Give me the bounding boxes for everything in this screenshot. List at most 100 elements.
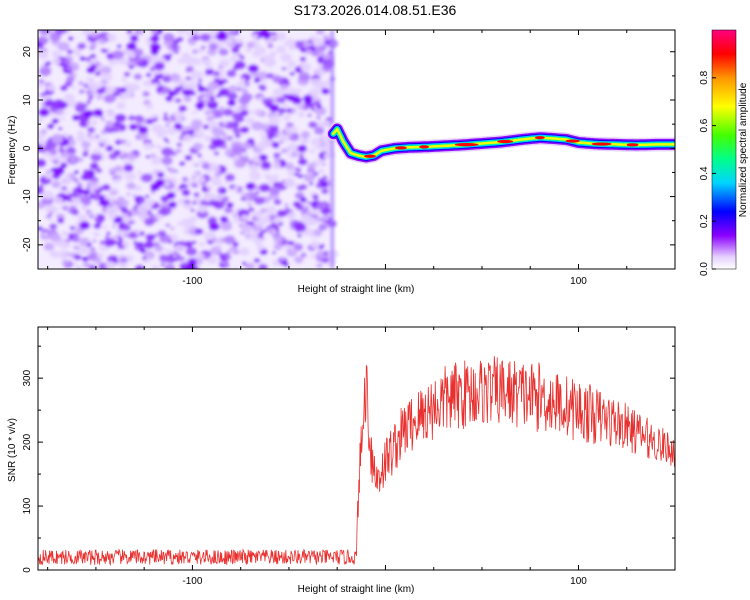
noise-speckle (252, 156, 258, 162)
noise-speckle (52, 159, 59, 165)
noise-speckle (150, 153, 156, 158)
noise-speckle (276, 209, 287, 218)
noise-speckle (247, 64, 259, 73)
noise-speckle (308, 88, 320, 97)
noise-speckle (193, 196, 203, 204)
noise-speckle (62, 206, 68, 210)
noise-speckle (256, 219, 265, 227)
noise-speckle (114, 113, 127, 123)
noise-speckle (236, 81, 246, 89)
noise-speckle (46, 61, 52, 66)
noise-speckle (105, 260, 117, 269)
noise-speckle (287, 60, 297, 68)
noise-speckle (191, 119, 203, 128)
noise-speckle (49, 232, 61, 242)
noise-speckle (128, 123, 138, 131)
noise-speckle (287, 87, 297, 95)
noise-speckle (230, 30, 237, 34)
noise-speckle (245, 47, 253, 53)
noise-speckle (101, 184, 111, 191)
noise-speckle (66, 49, 73, 55)
noise-speckle (212, 127, 225, 137)
noise-speckle (82, 152, 89, 157)
noise-speckle (38, 52, 49, 60)
noise-speckle (135, 230, 142, 235)
noise-speckle (313, 100, 321, 107)
noise-speckle (122, 212, 127, 216)
noise-speckle (235, 38, 244, 45)
noise-speckle (114, 216, 123, 223)
noise-speckle (43, 151, 50, 157)
noise-speckle (211, 195, 219, 201)
colorbar-tick-label: 0.6 (699, 118, 710, 132)
noise-speckle (175, 148, 182, 154)
noise-speckle (138, 125, 149, 134)
noise-speckle (78, 120, 89, 128)
noise-speckle (229, 153, 235, 158)
noise-speckle (60, 117, 65, 121)
noise-speckle (183, 258, 189, 263)
noise-speckle (60, 162, 68, 169)
noise-speckle (102, 66, 112, 74)
noise-speckle (208, 100, 215, 106)
noise-speckle (310, 233, 317, 239)
noise-speckle (38, 117, 44, 123)
noise-speckle (197, 153, 202, 158)
noise-speckle (38, 108, 50, 117)
noise-speckle (205, 184, 213, 190)
noise-speckle (49, 223, 58, 230)
noise-speckle (81, 204, 90, 211)
noise-speckle (316, 263, 323, 269)
noise-speckle (220, 106, 225, 110)
noise-speckle (58, 126, 63, 131)
noise-speckle (141, 173, 153, 183)
noise-speckle (173, 123, 183, 130)
noise-speckle (251, 71, 259, 78)
noise-speckle (300, 197, 308, 203)
noise-speckle (104, 238, 116, 247)
noise-speckle (318, 178, 323, 182)
noise-speckle (273, 152, 281, 159)
noise-speckle (285, 108, 292, 113)
noise-speckle (49, 250, 59, 258)
noise-speckle (128, 65, 134, 70)
noise-speckle (167, 53, 173, 58)
noise-speckle (310, 137, 321, 146)
noise-speckle (112, 177, 120, 184)
noise-speckle (61, 176, 72, 185)
noise-speckle (168, 249, 175, 255)
noise-speckle (267, 43, 274, 49)
noise-speckle (217, 74, 225, 80)
noise-speckle (283, 178, 296, 188)
noise-speckle (276, 96, 286, 104)
noise-speckle (145, 138, 150, 142)
noise-speckle (240, 224, 253, 234)
noise-speckle (65, 75, 75, 83)
noise-speckle (126, 192, 131, 196)
noise-speckle (321, 162, 327, 166)
noise-speckle (205, 89, 215, 97)
noise-speckle (318, 51, 325, 57)
noise-speckle (244, 262, 256, 269)
noise-speckle (159, 91, 165, 96)
noise-speckle (103, 145, 108, 149)
noise-speckle (179, 161, 186, 167)
noise-speckle (101, 129, 106, 133)
noise-speckle (90, 247, 95, 251)
noise-speckle (89, 162, 99, 170)
noise-speckle (143, 142, 153, 150)
noise-speckle (216, 93, 222, 98)
noise-speckle (273, 243, 283, 251)
noise-speckle (208, 43, 218, 51)
noise-speckle (195, 36, 202, 41)
noise-speckle (202, 124, 209, 130)
noise-speckle (281, 66, 287, 71)
noise-speckle (284, 206, 289, 211)
noise-speckle (221, 120, 228, 126)
noise-speckle (281, 147, 289, 154)
noise-speckle (150, 265, 160, 269)
noise-speckle (265, 206, 277, 215)
noise-speckle (228, 85, 238, 93)
noise-speckle (203, 195, 213, 202)
